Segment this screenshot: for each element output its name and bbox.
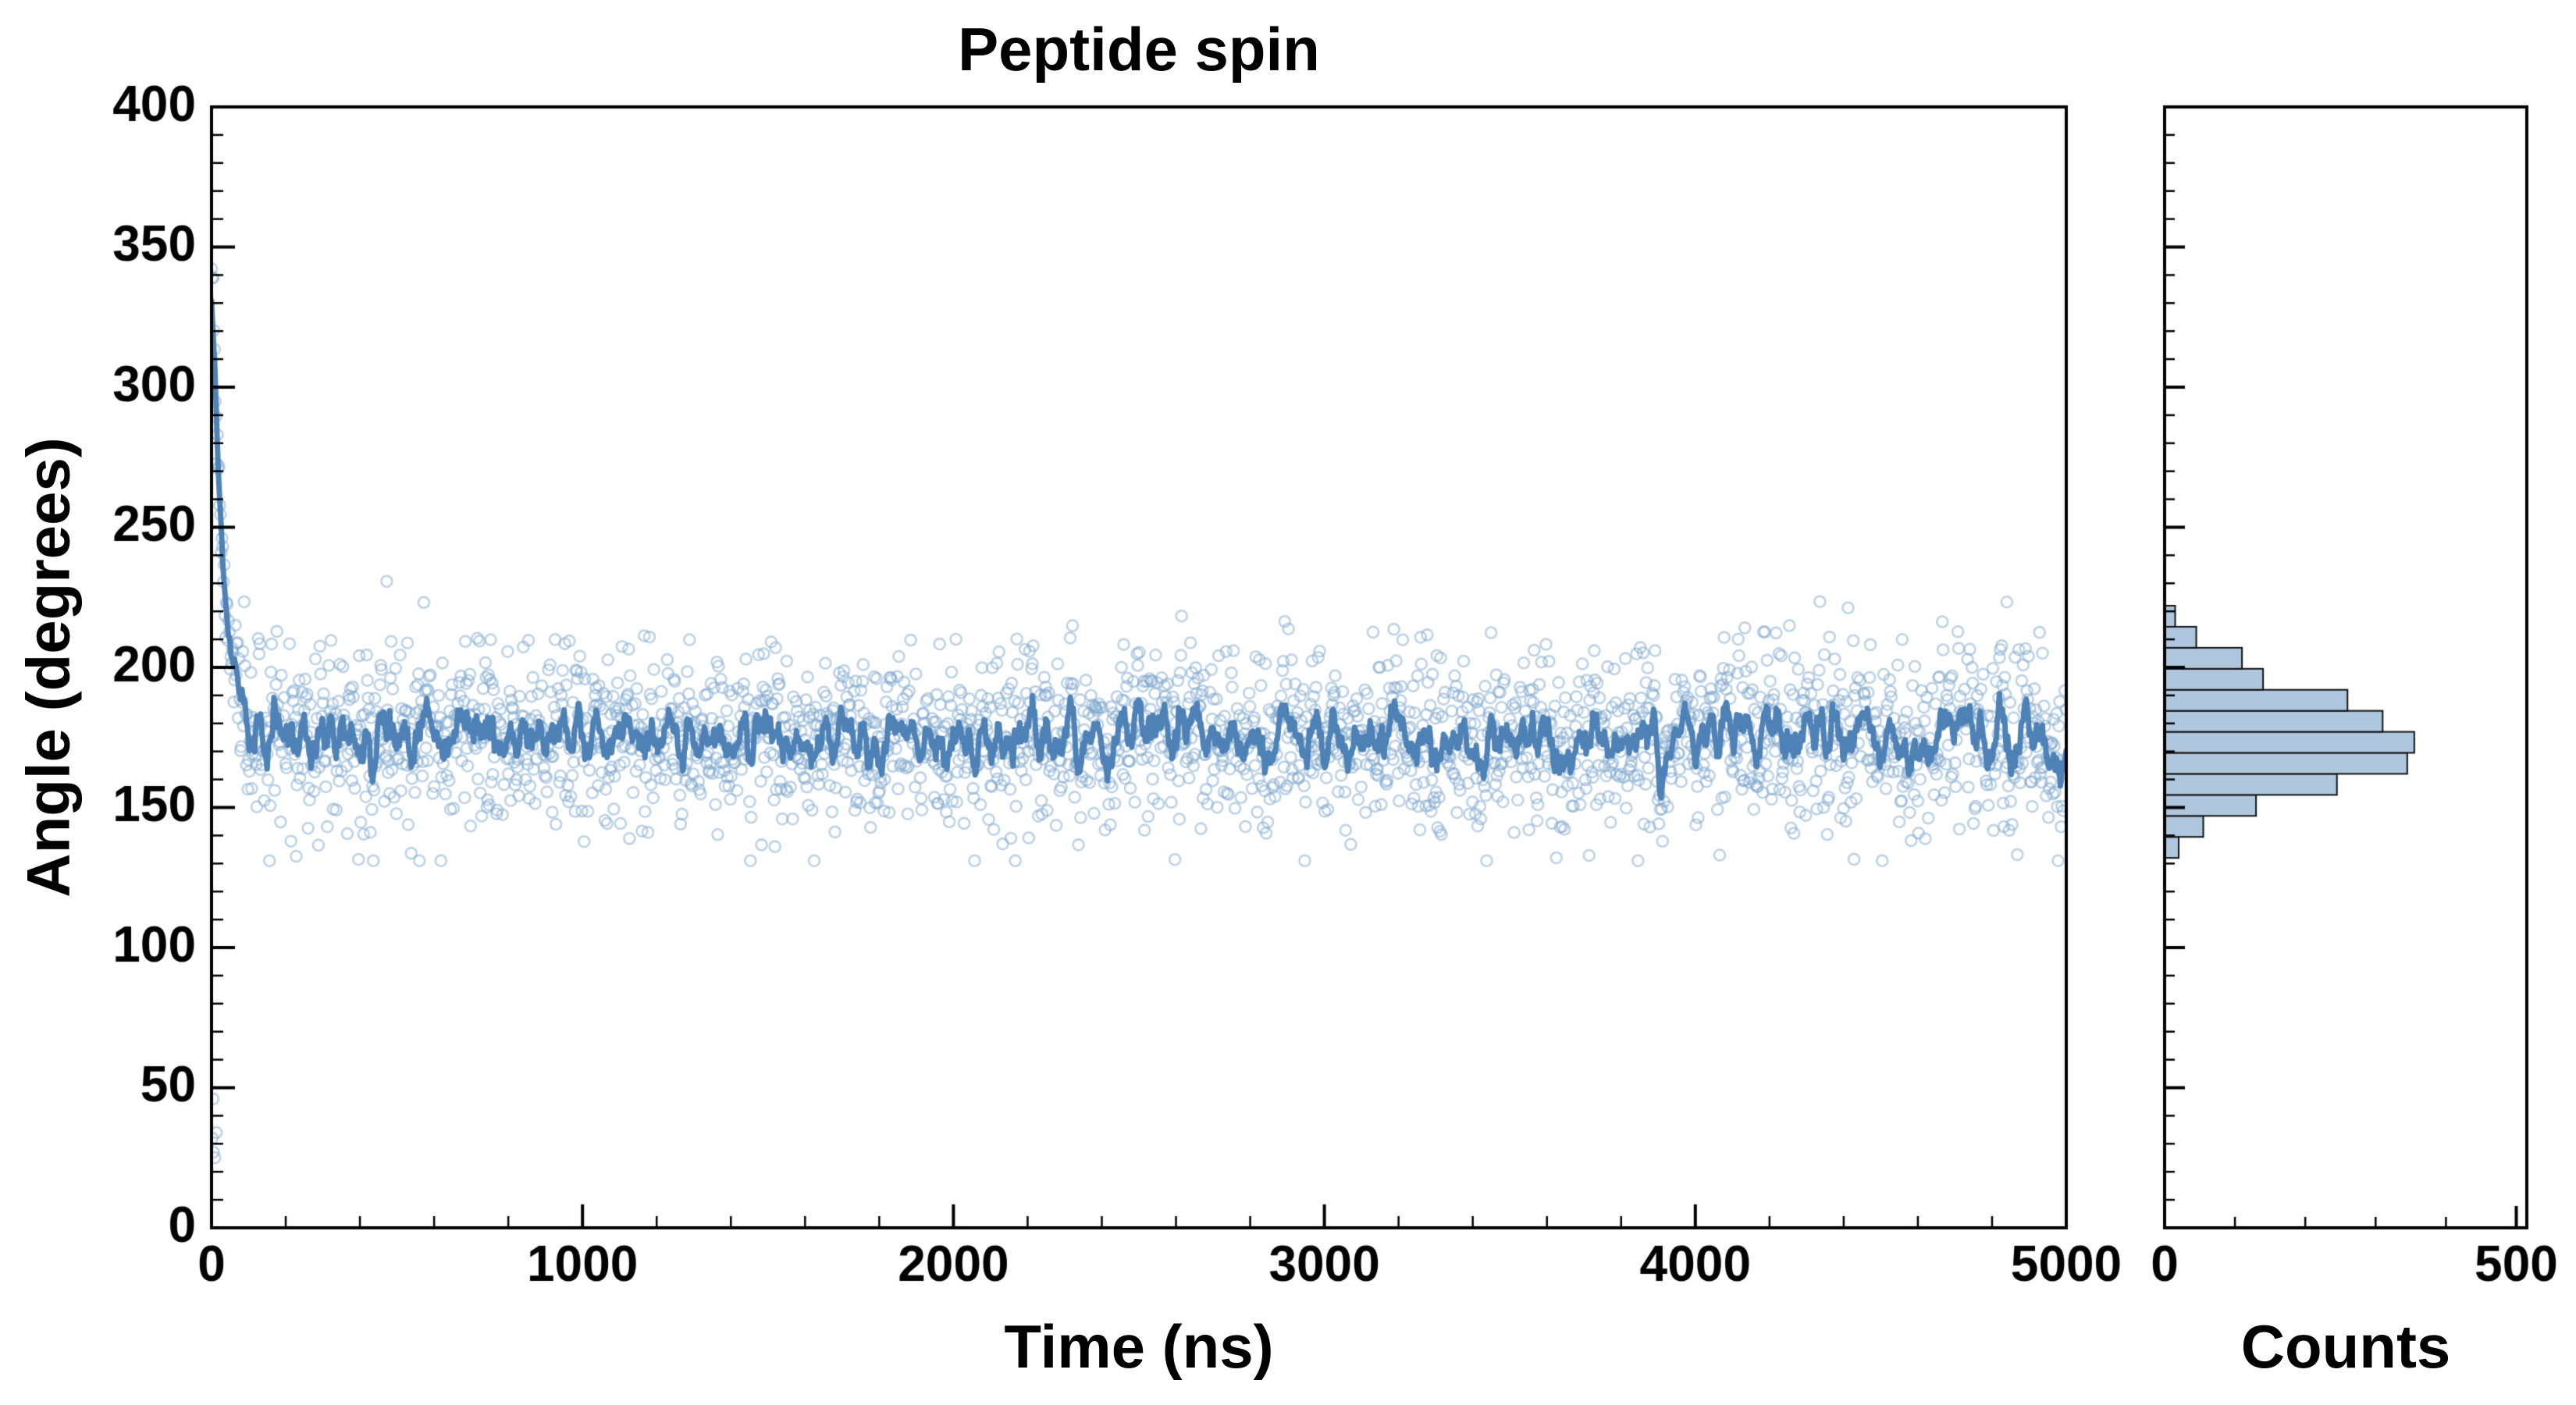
- histogram-x-axis-label: Counts: [2240, 1312, 2451, 1381]
- x-axis-label: Time (ns): [1004, 1312, 1274, 1381]
- y-axis-label: Angle (degrees): [13, 437, 83, 898]
- chart-title: Peptide spin: [958, 15, 1320, 84]
